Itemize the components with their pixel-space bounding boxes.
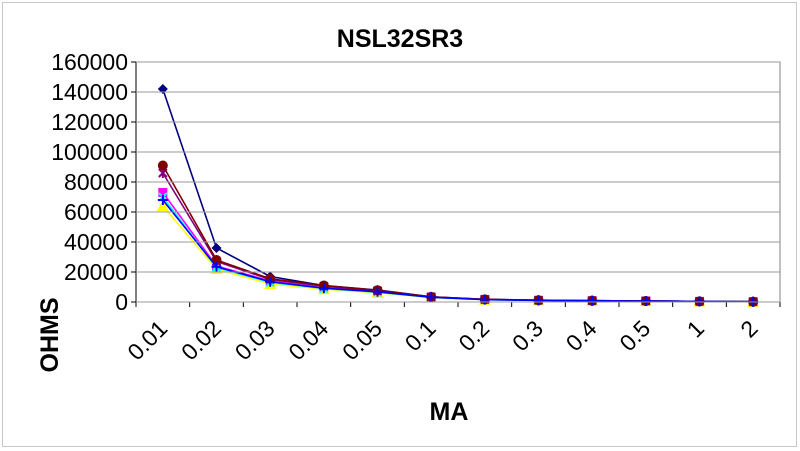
y-axis-ticks: 0 20000 40000 60000 80000 100000 120000 140000 1… [51,49,136,315]
grid-lines [136,61,780,303]
data-point [426,292,437,303]
data-point [265,276,276,287]
data-point [318,283,329,294]
data-point [156,200,169,211]
x-tick-label: 0.3 [507,315,548,356]
x-tick-label: 0.01 [122,315,172,365]
x-tick-label: 1 [682,315,709,342]
y-axis-label: OHMS [36,298,64,373]
data-point [211,243,222,253]
x-tick-label: 2 [735,315,762,342]
chart-title: NSL32SR3 [337,25,463,53]
x-tick-label: 0.4 [561,315,602,356]
x-axis-label: MA [430,398,469,426]
x-tick-label: 0.02 [176,315,226,365]
x-tick-label: 0.2 [453,315,494,356]
y-tick-label: 80000 [64,169,128,195]
y-tick-label: 0 [115,289,128,315]
data-point [158,188,168,197]
data-point [587,295,598,306]
y-tick-label: 40000 [64,229,128,255]
x-tick-label: 0.04 [283,315,333,365]
x-tick-label: 0.1 [400,315,441,356]
data-point [694,296,705,307]
data-point [533,295,544,306]
data-point [211,261,222,272]
y-tick-label: 120000 [51,109,128,135]
x-tick-label: 0.03 [230,315,280,365]
data-point [157,160,168,171]
series-line [162,199,754,303]
y-tick-label: 100000 [51,139,128,165]
y-tick-label: 60000 [64,199,128,225]
data-point [479,294,490,305]
data-point [157,195,168,205]
series-group [156,84,760,307]
y-tick-label: 160000 [51,49,128,75]
y-tick-label: 140000 [51,79,128,105]
data-point [372,286,383,297]
data-point [640,296,651,307]
x-tick-label: 0.05 [337,315,387,365]
y-tick-label: 20000 [64,259,128,285]
x-tick-label: 0.5 [614,315,655,356]
